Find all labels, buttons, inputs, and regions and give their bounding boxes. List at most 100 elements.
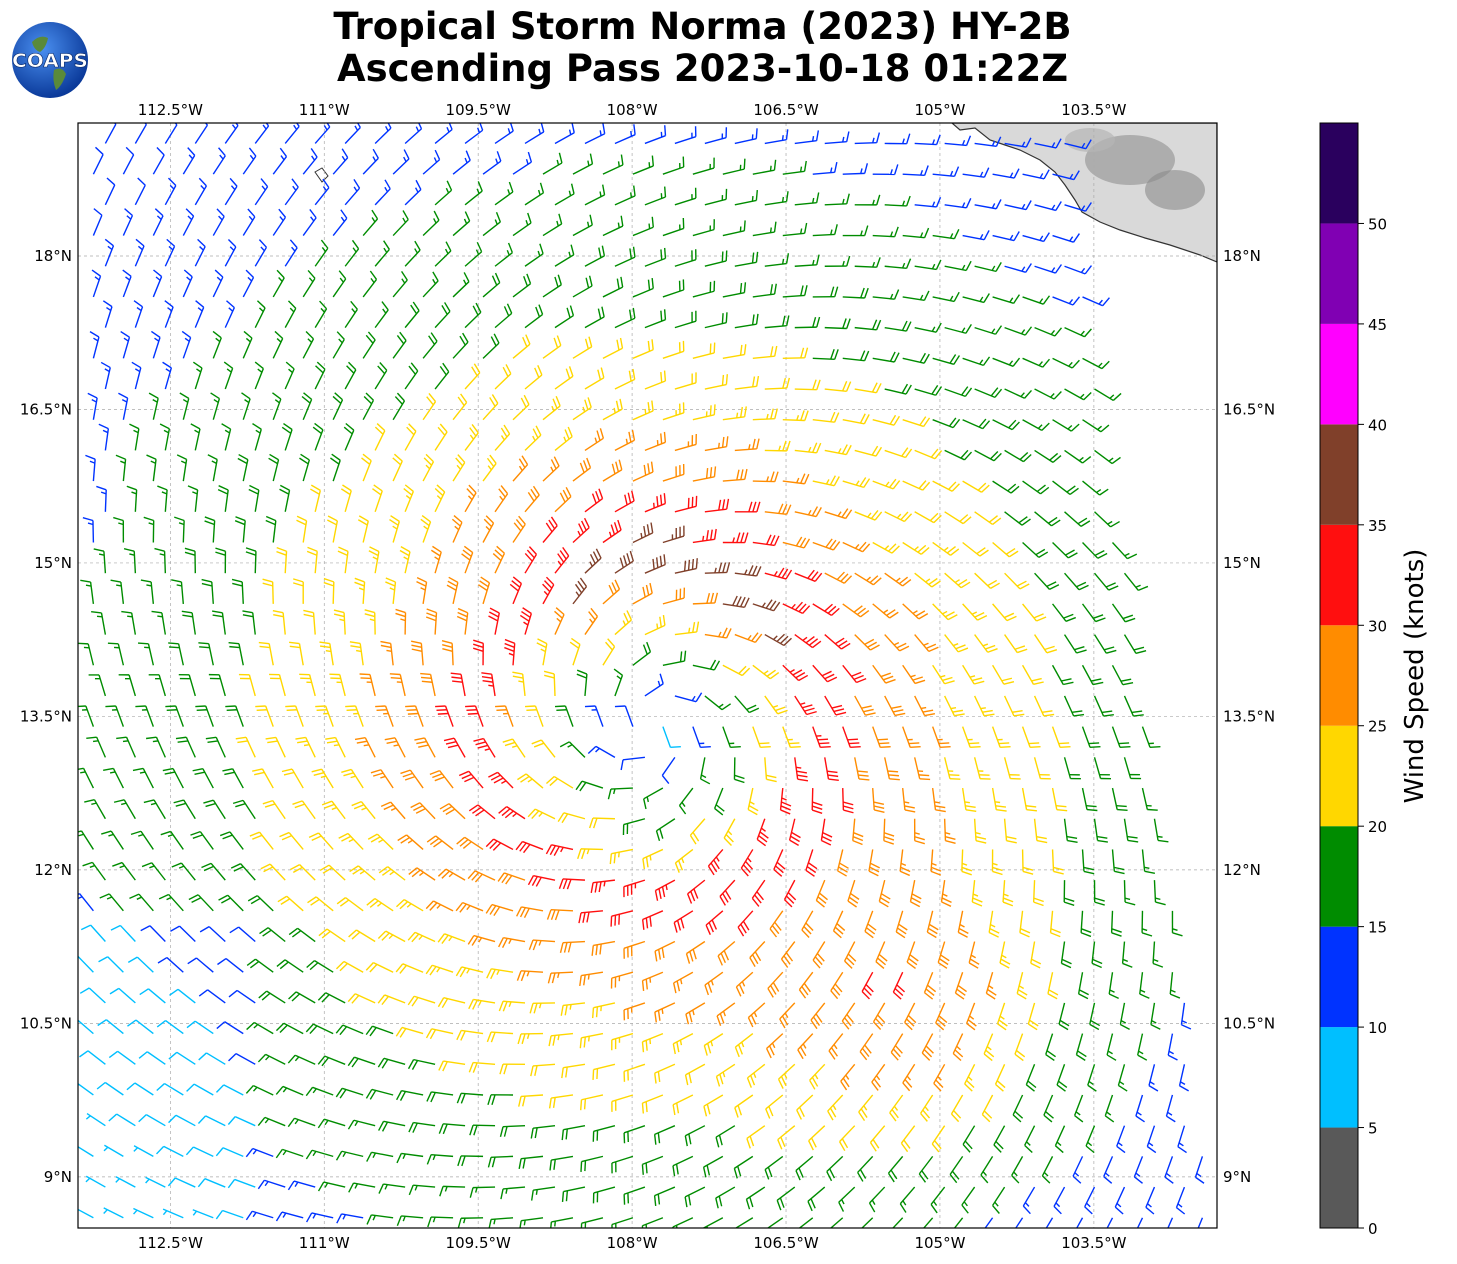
barb-flag [799,537,807,548]
barb-flag [592,1069,595,1081]
barb-flag [1025,1084,1035,1092]
barb-half-flag [476,188,480,194]
barb-flag [84,798,95,803]
barb-flag [496,151,502,162]
barb-half-flag [321,246,327,252]
barb-flag [367,833,378,840]
barb-flag [725,628,732,639]
barb-flag [721,251,724,262]
barb-shaft [78,1019,94,1035]
wind-barb [426,835,454,850]
barb-half-flag [855,480,860,486]
barb-flag [553,337,559,349]
barb-half-flag [96,615,103,618]
barb-flag [816,952,825,962]
barb-flag [783,637,792,646]
wind-barb [794,316,821,329]
barb-half-flag [419,871,424,877]
barb-flag [289,641,300,645]
barb-flag [472,1062,478,1073]
wind-barb [554,123,575,145]
barb-flag [777,709,788,715]
barb-flag [260,178,269,188]
wind-barb [944,386,973,398]
wind-barb [902,603,929,620]
barb-half-flag [825,479,830,485]
wind-barb [889,1094,904,1122]
wind-barb [996,1002,1008,1031]
barb-flag [223,361,234,369]
barb-flag [873,1021,882,1030]
barb-flag [859,477,867,487]
barb-half-flag [981,110,983,115]
barb-flag [641,1041,645,1053]
barb-flag [974,612,985,618]
barb-half-flag [979,233,984,240]
barb-shaft [243,95,256,112]
wind-barb [644,186,667,206]
barb-flag [112,861,123,867]
barb-flag [188,894,199,901]
barb-half-flag [679,1039,683,1046]
barb-half-flag [402,217,407,223]
barb-flag [842,380,848,392]
wind-barb [395,963,424,974]
barb-half-flag [979,296,984,302]
barb-half-flag [282,1212,287,1218]
barb-shaft [207,989,226,1004]
wind-barb [211,610,226,635]
wind-barb [343,422,355,451]
barb-flag [559,741,570,748]
barb-flag [628,309,632,321]
wind-barb [224,239,237,267]
barb-flag [964,1083,973,1092]
barb-flag [975,836,987,840]
barb-flag [743,220,746,231]
barb-flag [706,530,709,541]
barb-half-flag [388,934,394,940]
barb-half-flag [959,923,965,928]
wind-barb [498,936,526,948]
barb-flag [504,642,515,648]
barb-flag [775,706,786,712]
barb-half-flag [231,124,237,130]
wind-barb [317,992,346,1004]
wind-barb [580,1155,604,1173]
barb-flag [135,238,145,247]
wind-barb [329,673,346,697]
wind-barb [591,940,616,956]
wind-barb [434,123,453,145]
barb-flag [308,832,319,839]
barb-flag [972,897,983,903]
wind-barb [944,634,969,653]
barb-flag [654,1073,657,1084]
barb-flag [837,870,847,877]
barb-flag [456,836,466,845]
barb-half-flag [403,556,409,561]
wind-barb [330,453,341,482]
barb-flag [264,803,276,808]
wind-barb [344,300,358,329]
wind-barb [292,800,316,820]
barb-half-flag [402,1216,406,1222]
barb-flag [414,737,425,741]
wind-barb [455,966,484,978]
barb-flag [660,372,663,383]
barb-flag [718,1195,723,1207]
wind-barb [164,300,174,328]
wind-barb [405,705,424,727]
wind-barb [104,177,116,206]
wind-barb [139,988,166,1004]
barb-half-flag [599,130,602,136]
barb-half-flag [339,618,345,622]
barb-flag [531,810,540,820]
barb-flag [377,365,386,375]
wind-barb [118,674,137,697]
barb-half-flag [551,405,555,412]
wind-barb [262,578,274,604]
wind-barb [512,334,531,359]
wind-barb [519,607,533,635]
wind-barb [871,1063,886,1091]
barb-flag [894,987,904,996]
barb-shaft [222,1147,244,1158]
